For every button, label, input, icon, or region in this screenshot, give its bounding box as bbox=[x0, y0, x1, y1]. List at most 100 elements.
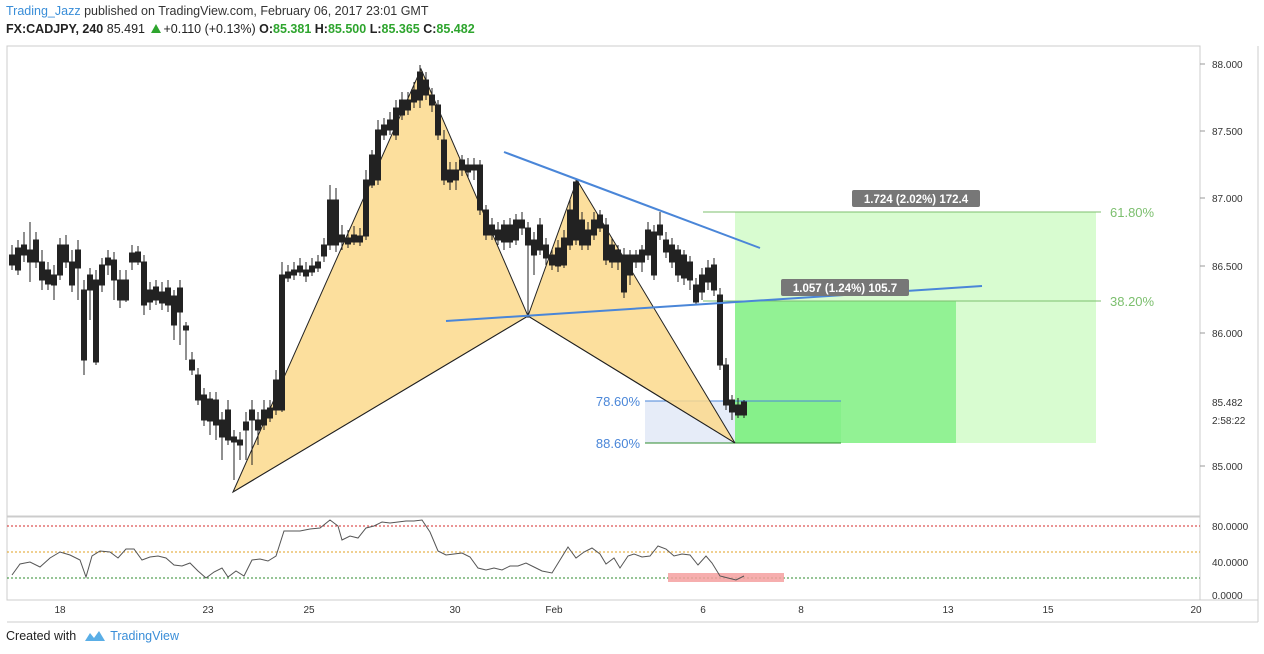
candle-body bbox=[357, 235, 363, 243]
candle-body bbox=[381, 124, 387, 136]
candle-body bbox=[57, 244, 63, 276]
trend-line-upper[interactable] bbox=[503, 151, 761, 249]
candle-body bbox=[21, 244, 27, 256]
candle-body bbox=[549, 254, 555, 266]
indicator-tick: 80.0000 bbox=[1212, 522, 1249, 533]
time-tick: 18 bbox=[54, 605, 66, 616]
candle-body bbox=[135, 251, 141, 263]
footer: Created with TradingView bbox=[6, 629, 179, 643]
tradingview-brand-link[interactable]: TradingView bbox=[110, 629, 179, 643]
candle-body bbox=[729, 399, 735, 413]
pattern-leg-xb bbox=[232, 315, 529, 493]
candle-body bbox=[291, 269, 297, 276]
candle-body bbox=[333, 199, 339, 246]
candle-body bbox=[9, 254, 15, 266]
up-arrow-icon bbox=[151, 24, 162, 33]
candle-body bbox=[717, 294, 723, 366]
price-tick: 85.000 bbox=[1212, 462, 1243, 473]
candle-body bbox=[159, 291, 165, 304]
price-tick: 88.000 bbox=[1212, 60, 1243, 71]
candle-body bbox=[165, 287, 171, 306]
author-link[interactable]: Trading_Jazz bbox=[6, 4, 81, 18]
candle-body bbox=[603, 224, 609, 261]
last-price: 85.491 bbox=[106, 22, 145, 36]
candle-body bbox=[81, 289, 87, 361]
indicator-tick: 40.0000 bbox=[1212, 558, 1249, 569]
price-tick: 87.500 bbox=[1212, 127, 1243, 138]
candle-body bbox=[27, 249, 33, 263]
candle-body bbox=[657, 224, 663, 236]
candle-body bbox=[63, 244, 69, 263]
candle-body bbox=[723, 364, 729, 406]
candle-body bbox=[525, 227, 531, 246]
candle-body bbox=[687, 261, 693, 281]
candlesticks bbox=[9, 65, 747, 480]
candle-body bbox=[243, 421, 249, 431]
candle-body bbox=[147, 289, 153, 303]
candle-body bbox=[561, 237, 567, 266]
candle-body bbox=[513, 219, 519, 241]
candle-body bbox=[483, 209, 489, 236]
candle-body bbox=[267, 407, 273, 419]
candle-body bbox=[15, 247, 21, 271]
candle-body bbox=[99, 264, 105, 286]
high-label: H: bbox=[314, 22, 328, 36]
time-tick: 15 bbox=[1042, 605, 1054, 616]
candle-body bbox=[33, 239, 39, 263]
candle-body bbox=[213, 399, 219, 426]
candle-body bbox=[471, 164, 477, 171]
candle-body bbox=[351, 234, 357, 243]
candle-body bbox=[447, 169, 453, 183]
candle-body bbox=[633, 254, 639, 263]
candle-body bbox=[297, 265, 303, 273]
candle-body bbox=[87, 274, 93, 291]
candle-body bbox=[621, 254, 627, 293]
open-value: 85.381 bbox=[273, 22, 312, 36]
candle-body bbox=[51, 274, 57, 286]
candle-body bbox=[69, 261, 75, 286]
candle-body bbox=[171, 295, 177, 326]
candle-body bbox=[183, 325, 189, 331]
candle-body bbox=[453, 169, 459, 181]
candle-body bbox=[417, 71, 423, 101]
candle-body bbox=[45, 269, 51, 285]
candle-body bbox=[567, 209, 573, 246]
candle-body bbox=[39, 261, 45, 281]
target-label-bg-1 bbox=[852, 190, 980, 207]
candle-body bbox=[519, 219, 525, 229]
price-tick: 86.000 bbox=[1212, 329, 1243, 340]
candle-body bbox=[705, 267, 711, 283]
candle-body bbox=[645, 229, 651, 256]
indicator-pane[interactable] bbox=[6, 516, 1201, 601]
candle-body bbox=[615, 249, 621, 263]
close-label: C: bbox=[423, 22, 437, 36]
low-value: 85.365 bbox=[381, 22, 420, 36]
candle-body bbox=[195, 374, 201, 401]
candle-body bbox=[681, 254, 687, 279]
price-tick: 87.000 bbox=[1212, 194, 1243, 205]
candle-body bbox=[273, 379, 279, 411]
candle-body bbox=[591, 219, 597, 236]
candle-body bbox=[201, 394, 207, 421]
candle-body bbox=[219, 419, 225, 438]
candle-body bbox=[237, 439, 243, 446]
target-label-1: 1.724 (2.02%) 172.4 bbox=[864, 194, 969, 206]
candle-body bbox=[261, 409, 267, 426]
candle-body bbox=[573, 181, 579, 241]
candle-body bbox=[639, 249, 645, 263]
rsi-line[interactable] bbox=[11, 519, 745, 581]
candle-body bbox=[189, 359, 195, 371]
candle-body bbox=[669, 244, 675, 263]
candle-body bbox=[345, 237, 351, 245]
publish-info: Trading_Jazz published on TradingView.co… bbox=[6, 4, 428, 18]
candle-body bbox=[129, 252, 135, 263]
candle-body bbox=[555, 247, 561, 267]
symbol-info: FX:CADJPY, 240 85.491 +0.110 (+0.13%) O:… bbox=[6, 22, 475, 36]
open-label: O: bbox=[259, 22, 274, 36]
candle-body bbox=[411, 89, 417, 103]
candle-body bbox=[651, 231, 657, 276]
candle-body bbox=[375, 129, 381, 181]
candle-body bbox=[111, 259, 117, 281]
candle-body bbox=[177, 287, 183, 313]
